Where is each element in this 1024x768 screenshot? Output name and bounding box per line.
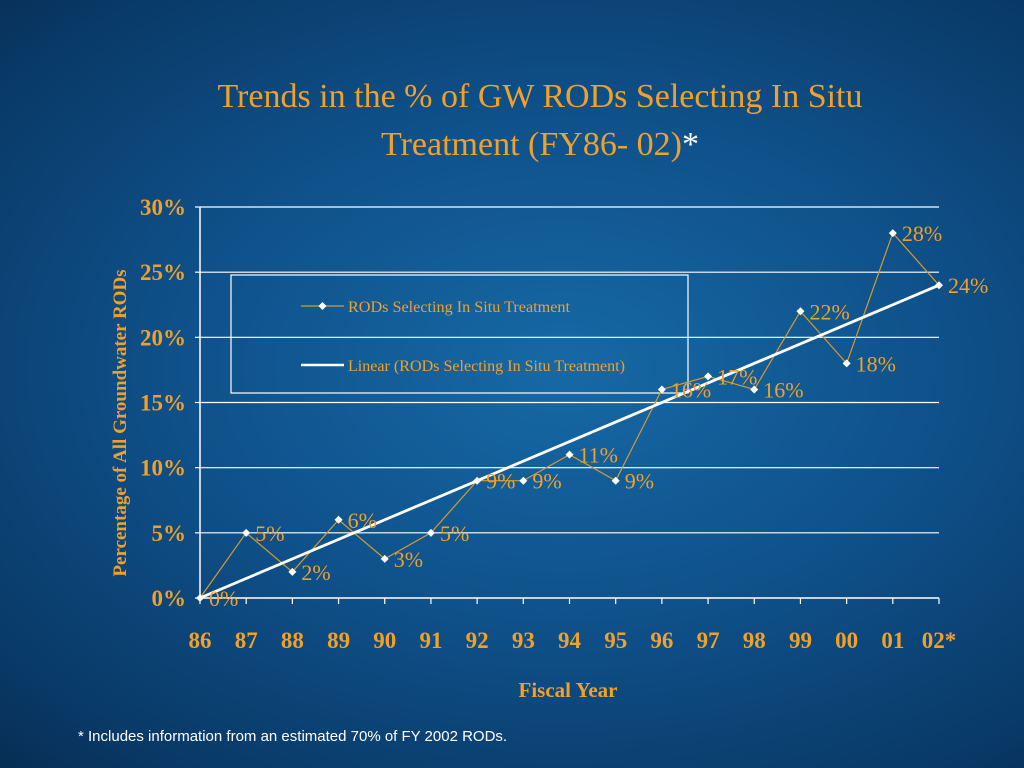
data-point-9 xyxy=(611,476,620,485)
x-tick-label-13: 99 xyxy=(789,628,812,653)
data-point-1 xyxy=(242,528,251,537)
x-tick-label-14: 00 xyxy=(835,628,858,653)
data-label-12: 16% xyxy=(763,377,803,402)
x-tick-label-5: 91 xyxy=(419,628,442,653)
data-point-14 xyxy=(842,359,851,368)
legend-swatch-series-marker xyxy=(318,302,327,310)
x-tick-label-12: 98 xyxy=(743,628,766,653)
title-asterisk: * xyxy=(681,126,699,163)
data-label-4: 3% xyxy=(394,547,423,572)
data-label-0: 0% xyxy=(209,586,238,611)
chart-title-line1: Trends in the % of GW RODs Selecting In … xyxy=(217,78,863,115)
y-tick-label-1: 5% xyxy=(152,521,187,546)
x-axis-title: Fiscal Year xyxy=(519,678,618,702)
x-tick-label-7: 93 xyxy=(512,628,535,653)
x-tick-label-0: 86 xyxy=(189,628,212,653)
y-tick-label-0: 0% xyxy=(152,586,187,611)
legend-label-trendline: Linear (RODs Selecting In Situ Treatment… xyxy=(348,358,625,375)
data-point-13 xyxy=(796,307,805,316)
data-label-8: 11% xyxy=(579,443,619,468)
data-label-6: 9% xyxy=(486,469,515,494)
x-tick-label-2: 88 xyxy=(281,628,304,653)
y-axis-title: Percentage of All Groundwater RODs xyxy=(110,269,131,576)
data-point-8 xyxy=(565,450,574,459)
data-label-7: 9% xyxy=(532,469,561,494)
x-tick-label-1: 87 xyxy=(235,628,258,653)
data-label-10: 16% xyxy=(671,377,711,402)
chart-title-line2: Treatment (FY86- 02)* xyxy=(100,128,980,162)
data-point-6 xyxy=(473,476,482,485)
x-tick-label-9: 95 xyxy=(604,628,627,653)
y-tick-label-3: 15% xyxy=(140,391,186,416)
x-tick-label-6: 92 xyxy=(466,628,489,653)
x-tick-label-3: 89 xyxy=(327,628,350,653)
data-label-11: 17% xyxy=(717,364,757,389)
data-label-5: 5% xyxy=(440,521,469,546)
data-point-16 xyxy=(935,281,943,290)
x-tick-label-15: 01 xyxy=(881,628,904,653)
data-point-0 xyxy=(196,594,204,602)
data-point-10 xyxy=(657,385,666,394)
data-label-1: 5% xyxy=(255,521,284,546)
data-label-9: 9% xyxy=(625,469,654,494)
legend-box xyxy=(230,274,689,394)
y-tick-label-4: 20% xyxy=(140,325,186,350)
data-label-16: 24% xyxy=(948,273,988,298)
data-point-2 xyxy=(288,567,297,576)
data-point-11 xyxy=(704,372,713,381)
data-point-5 xyxy=(426,528,435,537)
data-label-3: 6% xyxy=(348,508,377,533)
data-point-12 xyxy=(750,385,759,394)
linear-trend-line xyxy=(199,283,940,600)
x-tick-label-11: 97 xyxy=(697,628,720,653)
x-tick-label-16: 02* xyxy=(922,628,957,653)
y-tick-label-2: 10% xyxy=(140,456,186,481)
data-point-4 xyxy=(380,554,389,563)
x-tick-label-8: 94 xyxy=(558,628,582,653)
y-tick-label-5: 25% xyxy=(140,260,186,285)
y-tick-label-6: 30% xyxy=(140,195,186,220)
data-series-line xyxy=(199,231,940,599)
x-tick-label-4: 90 xyxy=(373,628,396,653)
footnote: * Includes information from an estimated… xyxy=(78,728,508,745)
chart-title-line2-text: Treatment (FY86- 02) xyxy=(381,126,682,163)
data-label-14: 18% xyxy=(856,351,896,376)
data-point-15 xyxy=(888,229,897,238)
legend-label-series: RODs Selecting In Situ Treatment xyxy=(348,299,571,316)
data-label-13: 22% xyxy=(809,299,849,324)
data-point-3 xyxy=(334,515,343,524)
x-tick-label-10: 96 xyxy=(650,628,673,653)
data-label-2: 2% xyxy=(301,560,330,585)
data-label-15: 28% xyxy=(902,221,942,246)
data-point-7 xyxy=(519,476,528,485)
